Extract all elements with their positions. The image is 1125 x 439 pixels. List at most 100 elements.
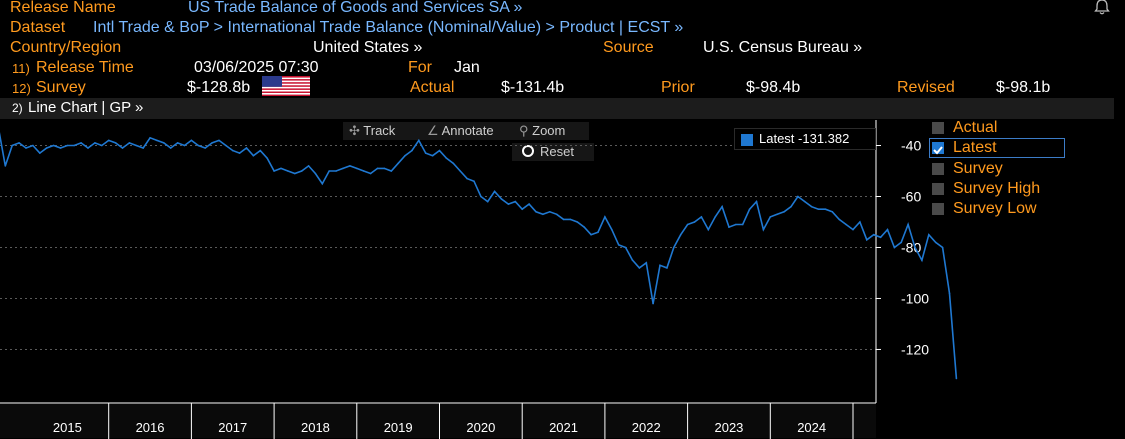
legend-label: Survey	[953, 160, 1003, 177]
data-point	[197, 144, 200, 147]
source-value[interactable]: U.S. Census Bureau »	[703, 39, 863, 56]
data-point	[80, 142, 82, 144]
data-point	[128, 142, 131, 144]
data-point	[507, 203, 510, 205]
data-point	[4, 165, 7, 167]
track-button[interactable]: ✣ Track	[343, 122, 423, 140]
data-point	[66, 144, 69, 147]
checkbox-icon[interactable]	[932, 122, 944, 134]
data-point	[335, 170, 337, 172]
dataset-link[interactable]: Intl Trade & BoP > International Trade B…	[93, 19, 684, 36]
data-point	[287, 170, 289, 172]
x-tick-label: 2021	[549, 420, 578, 435]
data-point	[266, 157, 269, 159]
data-point	[11, 144, 13, 147]
data-point	[473, 180, 475, 182]
data-point	[418, 139, 420, 142]
reset-button[interactable]: Reset	[512, 143, 594, 161]
country-value[interactable]: United States »	[313, 39, 423, 56]
data-point	[73, 144, 75, 147]
x-tick-label: 2015	[53, 420, 82, 435]
data-point	[810, 205, 813, 208]
chart-type-selector[interactable]: Line Chart | GP »	[28, 99, 144, 116]
data-point	[907, 223, 909, 226]
data-point	[872, 233, 875, 236]
data-point	[300, 170, 303, 172]
dataset-row: Dataset Intl Trade & BoP > International…	[0, 18, 1125, 38]
data-point	[955, 377, 958, 380]
data-point	[611, 228, 613, 231]
survey-label[interactable]: Survey	[36, 79, 86, 96]
x-tick-label: 2018	[301, 420, 330, 435]
data-point	[32, 144, 34, 147]
data-point	[941, 246, 944, 249]
data-point	[769, 216, 772, 218]
data-point	[452, 162, 455, 165]
data-point	[900, 241, 902, 244]
data-point	[741, 223, 744, 226]
data-point	[445, 157, 448, 159]
data-point	[576, 221, 579, 223]
data-point	[804, 200, 806, 203]
release-time-number: 11)	[12, 61, 30, 76]
data-point	[238, 152, 241, 154]
data-point	[762, 228, 765, 231]
data-point	[383, 167, 386, 170]
release-name-link[interactable]: US Trade Balance of Goods and Services S…	[188, 0, 523, 16]
x-tick-label: 2017	[218, 420, 247, 435]
data-point	[328, 170, 331, 172]
series-line-latest[interactable]	[0, 128, 958, 379]
data-point	[52, 144, 55, 147]
data-point	[397, 162, 400, 165]
country-label: Country/Region	[10, 39, 122, 56]
annotate-label: Annotate	[441, 123, 494, 138]
annotate-button[interactable]: ∠ Annotate	[421, 122, 518, 140]
bell-icon[interactable]	[1093, 0, 1111, 16]
data-point	[163, 142, 165, 144]
data-point	[886, 228, 889, 231]
legend-label: Actual	[953, 119, 998, 136]
survey-number: 12)	[12, 81, 31, 96]
release-time-label[interactable]: Release Time	[36, 59, 134, 76]
data-point	[755, 200, 758, 203]
actual-label: Actual	[410, 79, 455, 96]
data-point	[404, 154, 406, 157]
zoom-button[interactable]: ⚲ Zoom	[513, 122, 589, 140]
for-value: Jan	[454, 59, 480, 76]
data-point	[218, 139, 220, 142]
prior-label: Prior	[661, 79, 695, 96]
data-point	[693, 221, 696, 223]
data-point	[204, 147, 206, 149]
data-point	[376, 167, 379, 170]
release-name-label: Release Name	[10, 0, 116, 16]
data-point	[294, 172, 296, 175]
data-point	[652, 302, 654, 305]
data-point	[362, 170, 365, 172]
data-point	[617, 244, 620, 246]
data-point	[466, 177, 468, 180]
data-point	[914, 246, 916, 249]
data-point	[135, 144, 138, 147]
data-point	[183, 144, 186, 147]
data-point	[583, 226, 585, 228]
data-point	[638, 267, 641, 269]
data-point	[852, 228, 854, 231]
data-point	[555, 213, 558, 216]
data-point	[156, 139, 158, 142]
data-point	[438, 149, 441, 152]
chart-type-number: 2)	[12, 101, 23, 115]
chart-type-bar: 2) Line Chart | GP »	[0, 98, 1114, 119]
data-point	[700, 216, 703, 218]
survey-value: $-128.8b	[187, 79, 251, 96]
data-point	[776, 213, 778, 216]
x-axis-band	[0, 404, 876, 438]
checkbox-checked-icon[interactable]	[932, 142, 944, 155]
latest-value-tag: Latest -131.382	[734, 128, 876, 150]
checkbox-icon[interactable]	[932, 203, 944, 215]
checkbox-icon[interactable]	[932, 183, 944, 195]
x-tick-label: 2019	[384, 420, 413, 435]
data-point	[18, 142, 20, 144]
checkbox-icon[interactable]	[932, 163, 944, 175]
data-point	[411, 149, 413, 152]
